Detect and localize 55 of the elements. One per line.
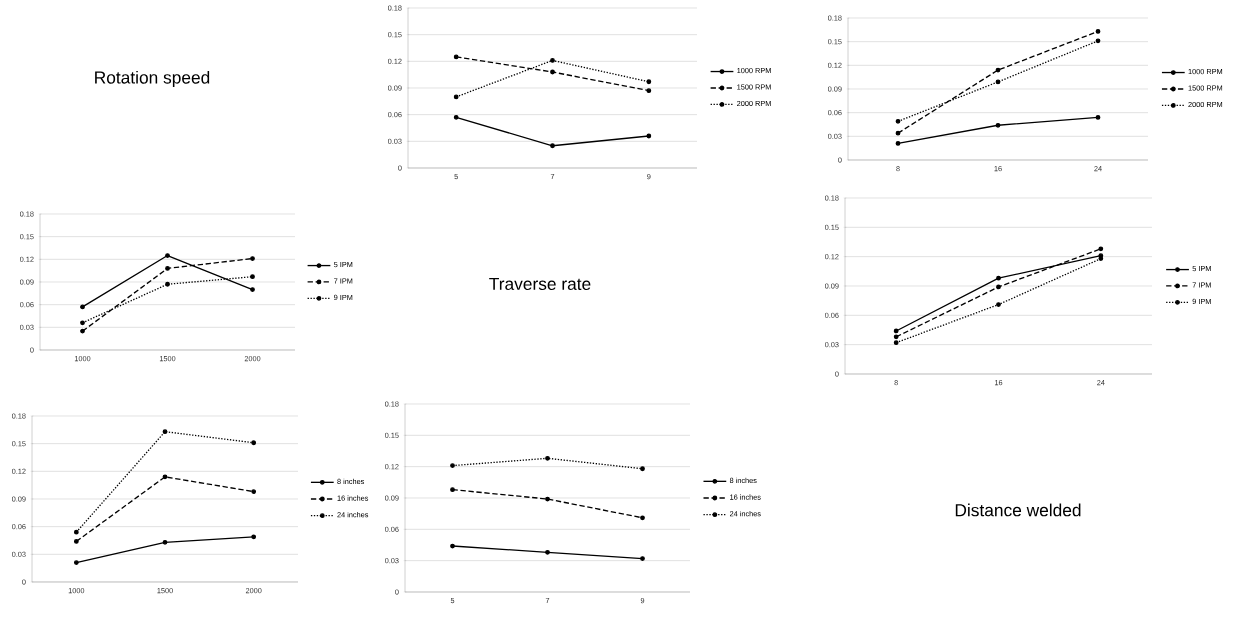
point [996, 275, 1001, 281]
point [640, 466, 645, 472]
point [545, 455, 550, 461]
point [80, 304, 85, 310]
point [995, 122, 1001, 128]
point [165, 253, 170, 258]
point [895, 130, 901, 136]
point [80, 328, 85, 334]
point [1095, 38, 1101, 44]
point [996, 302, 1001, 307]
point [646, 88, 652, 94]
point [450, 543, 455, 549]
point [996, 284, 1001, 290]
text: Rotation speed [95, 70, 210, 88]
point [1095, 29, 1101, 34]
point [646, 133, 652, 139]
point [251, 440, 257, 446]
point [550, 69, 555, 75]
point [73, 560, 79, 566]
point [646, 79, 652, 85]
text: Distance welded [955, 503, 1081, 517]
point [162, 539, 168, 545]
point [250, 274, 255, 280]
point [250, 256, 255, 261]
point [251, 534, 257, 540]
point [453, 54, 459, 60]
point [893, 328, 899, 334]
point [450, 463, 455, 469]
point [73, 539, 79, 544]
point [550, 143, 555, 149]
point [640, 515, 645, 521]
point [1095, 114, 1101, 120]
point [995, 79, 1001, 85]
point [895, 118, 901, 124]
point [453, 94, 459, 100]
point [995, 67, 1001, 73]
point [165, 281, 170, 287]
point [545, 549, 550, 555]
point [80, 320, 85, 326]
point [893, 334, 899, 340]
text: Traverse rate [489, 277, 591, 291]
point [250, 287, 255, 292]
point [162, 429, 168, 435]
point [73, 529, 79, 535]
point [895, 141, 901, 146]
point [550, 58, 555, 63]
point [453, 114, 459, 120]
point [545, 496, 550, 502]
point [251, 489, 257, 495]
point [165, 265, 170, 271]
point [1098, 246, 1104, 252]
point [893, 340, 899, 346]
point [450, 487, 455, 493]
point [640, 556, 645, 561]
point [162, 474, 168, 480]
